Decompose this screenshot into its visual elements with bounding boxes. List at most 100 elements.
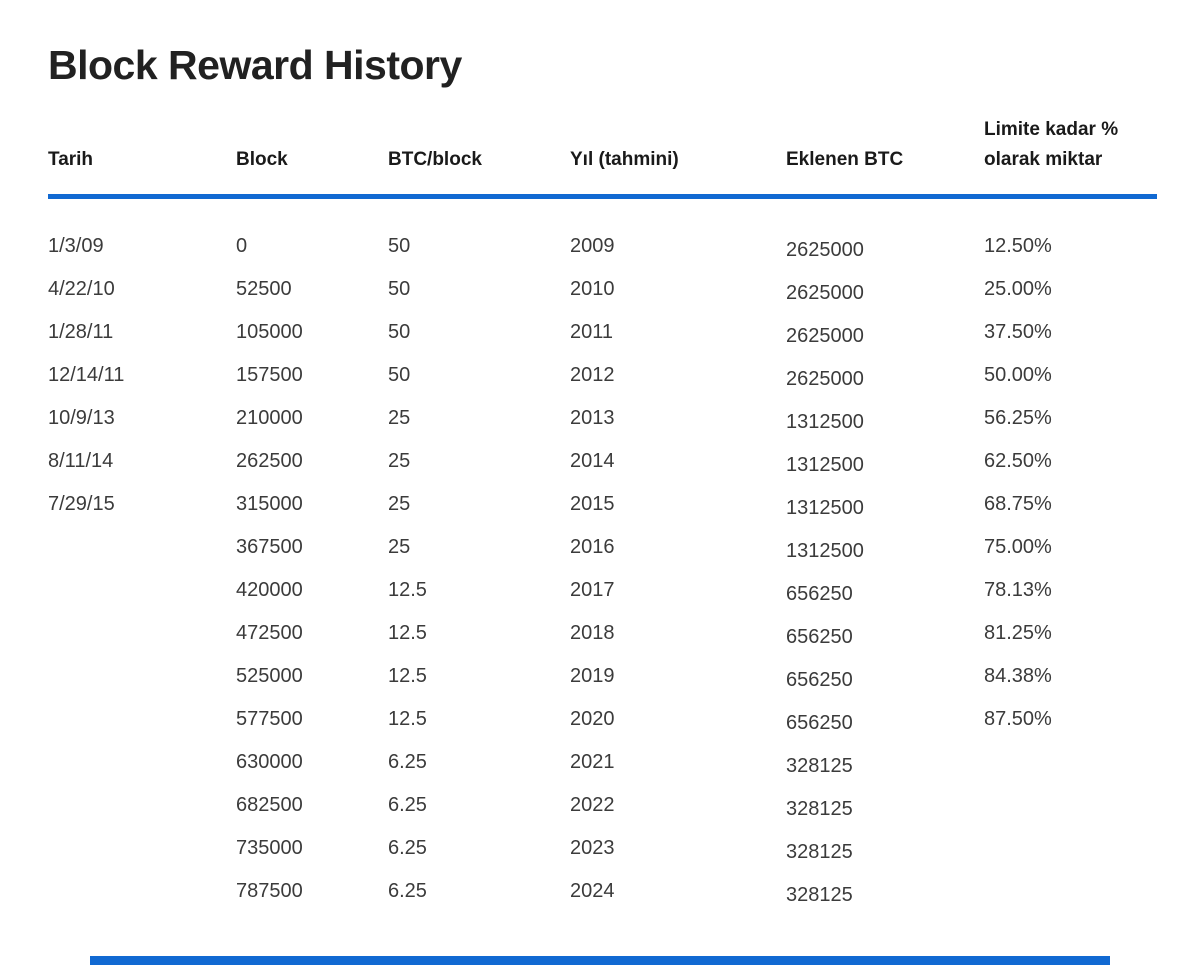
- cell-eklenen-btc: 328125: [786, 755, 853, 777]
- cell-block: 420000: [236, 579, 303, 601]
- cell-limit-pct: 62.50%: [984, 450, 1052, 472]
- table-row: 10/9/13 210000 25 2013 1312500 56.25%: [48, 397, 1157, 440]
- cell-yil: 2021: [570, 751, 615, 773]
- cell-tarih: 10/9/13: [48, 407, 115, 429]
- column-header-btc-block: BTC/block: [388, 148, 482, 170]
- cell-block: 525000: [236, 665, 303, 687]
- cell-eklenen-btc: 328125: [786, 884, 853, 906]
- cell-block: 682500: [236, 794, 303, 816]
- cell-eklenen-btc: 1312500: [786, 411, 864, 433]
- table-row: 7/29/15 315000 25 2015 1312500 68.75%: [48, 483, 1157, 526]
- cell-btc-block: 50: [388, 364, 411, 386]
- cell-tarih: 7/29/15: [48, 493, 115, 515]
- column-header-tarih: Tarih: [48, 148, 94, 170]
- cell-tarih: 8/11/14: [48, 450, 114, 472]
- cell-block: 472500: [236, 622, 303, 644]
- cell-yil: 2024: [570, 880, 615, 902]
- table-row: 12/14/11 157500 50 2012 2625000 50.00%: [48, 354, 1157, 397]
- cell-block: 315000: [236, 493, 303, 515]
- table-row: 367500 25 2016 1312500 75.00%: [48, 526, 1157, 569]
- cell-eklenen-btc: 1312500: [786, 540, 864, 562]
- table-row: 1/3/09 0 50 2009 2625000 12.50%: [48, 225, 1157, 268]
- cell-btc-block: 12.5: [388, 708, 427, 730]
- cell-block: 787500: [236, 880, 303, 902]
- cell-yil: 2009: [570, 235, 615, 257]
- cell-yil: 2013: [570, 407, 615, 429]
- table-row: 1/28/11 105000 50 2011 2625000 37.50%: [48, 311, 1157, 354]
- table-row: 630000 6.25 2021 328125: [48, 741, 1157, 784]
- cell-eklenen-btc: 1312500: [786, 454, 864, 476]
- cell-eklenen-btc: 2625000: [786, 282, 864, 304]
- header-underline-rule: [48, 194, 1157, 199]
- cell-yil: 2010: [570, 278, 615, 300]
- cell-btc-block: 6.25: [388, 837, 427, 859]
- cell-eklenen-btc: 2625000: [786, 368, 864, 390]
- cell-block: 262500: [236, 450, 303, 472]
- page-title: Block Reward History: [48, 42, 462, 88]
- cell-yil: 2016: [570, 536, 615, 558]
- cell-limit-pct: 56.25%: [984, 407, 1052, 429]
- cell-limit-pct: 78.13%: [984, 579, 1052, 601]
- cell-block: 210000: [236, 407, 303, 429]
- cell-eklenen-btc: 1312500: [786, 497, 864, 519]
- cell-limit-pct: 87.50%: [984, 708, 1052, 730]
- cell-yil: 2017: [570, 579, 615, 601]
- cell-btc-block: 12.5: [388, 579, 427, 601]
- cell-yil: 2014: [570, 450, 615, 472]
- cell-tarih: 1/3/09: [48, 235, 104, 257]
- cell-yil: 2011: [570, 321, 614, 343]
- cell-btc-block: 6.25: [388, 751, 427, 773]
- cell-eklenen-btc: 656250: [786, 669, 853, 691]
- cell-yil: 2018: [570, 622, 615, 644]
- cell-tarih: 4/22/10: [48, 278, 115, 300]
- cell-eklenen-btc: 656250: [786, 626, 853, 648]
- cell-block: 52500: [236, 278, 292, 300]
- cell-yil: 2023: [570, 837, 615, 859]
- cell-block: 630000: [236, 751, 303, 773]
- table-row: 787500 6.25 2024 328125: [48, 870, 1157, 913]
- cell-block: 0: [236, 235, 248, 257]
- cell-yil: 2020: [570, 708, 615, 730]
- cell-eklenen-btc: 656250: [786, 712, 853, 734]
- cell-limit-pct: 81.25%: [984, 622, 1052, 644]
- cell-btc-block: 25: [388, 536, 411, 558]
- cell-block: 367500: [236, 536, 303, 558]
- table-row: 8/11/14 262500 25 2014 1312500 62.50%: [48, 440, 1157, 483]
- column-header-block: Block: [236, 148, 288, 170]
- cell-btc-block: 6.25: [388, 880, 427, 902]
- cell-btc-block: 12.5: [388, 622, 427, 644]
- table-row: 682500 6.25 2022 328125: [48, 784, 1157, 827]
- table-row: 735000 6.25 2023 328125: [48, 827, 1157, 870]
- cell-eklenen-btc: 656250: [786, 583, 853, 605]
- cell-eklenen-btc: 2625000: [786, 239, 864, 261]
- table-body: 1/3/09 0 50 2009 2625000 12.50% 4/22/10 …: [48, 225, 1157, 913]
- cell-btc-block: 6.25: [388, 794, 427, 816]
- horizontal-scrollbar-thumb[interactable]: [90, 956, 1110, 965]
- cell-block: 577500: [236, 708, 303, 730]
- table-row: 525000 12.5 2019 656250 84.38%: [48, 655, 1157, 698]
- cell-btc-block: 50: [388, 278, 411, 300]
- table-row: 420000 12.5 2017 656250 78.13%: [48, 569, 1157, 612]
- cell-yil: 2022: [570, 794, 615, 816]
- cell-btc-block: 12.5: [388, 665, 427, 687]
- cell-limit-pct: 12.50%: [984, 235, 1052, 257]
- table-row: 4/22/10 52500 50 2010 2625000 25.00%: [48, 268, 1157, 311]
- cell-limit-pct: 75.00%: [984, 536, 1052, 558]
- cell-btc-block: 25: [388, 407, 411, 429]
- cell-limit-pct: 68.75%: [984, 493, 1052, 515]
- column-header-yil-tahmini: Yıl (tahmini): [570, 148, 679, 170]
- cell-btc-block: 25: [388, 493, 411, 515]
- cell-block: 735000: [236, 837, 303, 859]
- cell-yil: 2019: [570, 665, 615, 687]
- cell-btc-block: 50: [388, 321, 411, 343]
- cell-tarih: 12/14/11: [48, 364, 125, 386]
- cell-btc-block: 50: [388, 235, 411, 257]
- cell-limit-pct: 37.50%: [984, 321, 1052, 343]
- cell-tarih: 1/28/11: [48, 321, 114, 343]
- cell-eklenen-btc: 328125: [786, 841, 853, 863]
- column-header-limit-pct: Limite kadar % olarak miktar: [984, 119, 1119, 170]
- cell-limit-pct: 84.38%: [984, 665, 1052, 687]
- table-row: 472500 12.5 2018 656250 81.25%: [48, 612, 1157, 655]
- cell-eklenen-btc: 328125: [786, 798, 853, 820]
